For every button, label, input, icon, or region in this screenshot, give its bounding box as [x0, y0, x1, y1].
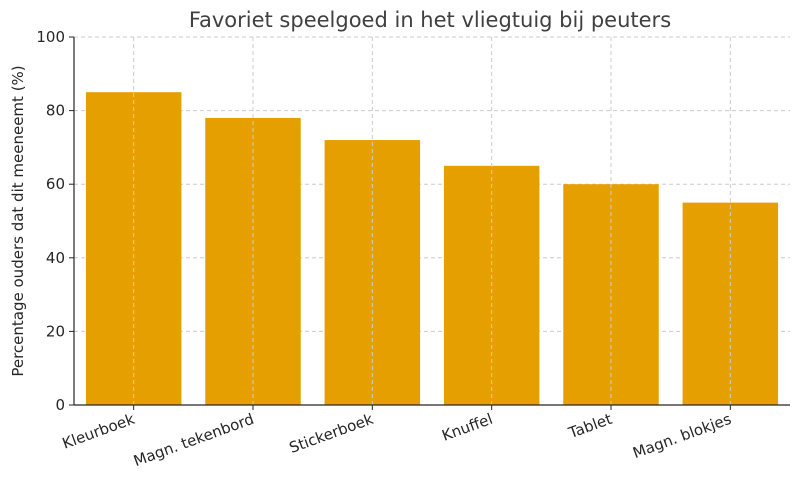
y-axis-label: Percentage ouders dat dit meeneemt (%)	[9, 65, 27, 376]
chart-title: Favoriet speelgoed in het vliegtuig bij …	[189, 8, 671, 32]
x-tick-label: Stickerboek	[287, 410, 376, 457]
x-tick-label: Knuffel	[439, 410, 495, 445]
bars-layer	[85, 92, 779, 406]
y-tick-label: 40	[46, 249, 65, 267]
y-tick-label: 60	[46, 175, 65, 193]
axes-layer	[73, 37, 790, 406]
y-tick-label: 0	[55, 396, 65, 414]
x-tick-label: Magn. blokjes	[630, 410, 734, 462]
x-tick-label: Kleurboek	[60, 410, 137, 453]
bar	[563, 184, 659, 405]
y-tick-label: 100	[36, 28, 65, 46]
x-tick-label: Tablet	[565, 410, 614, 443]
y-tick-label: 20	[46, 322, 65, 340]
x-tick-label: Magn. tekenbord	[131, 410, 256, 470]
y-tick-label: 80	[46, 102, 65, 120]
x-grid-layer	[133, 37, 731, 405]
